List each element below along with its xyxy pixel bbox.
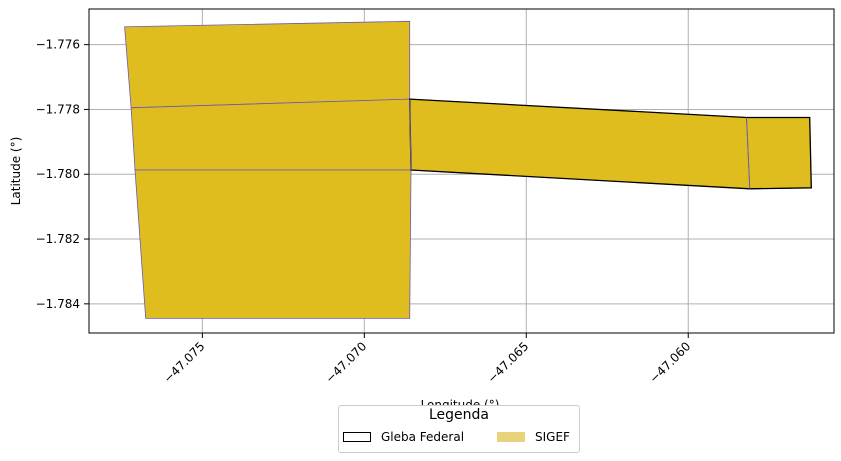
legend-swatch-sigef	[497, 432, 525, 442]
legend-swatch-gleba-federal	[343, 432, 371, 442]
y-tick-label-3: −1.782	[36, 232, 80, 246]
y-tick-label-1: −1.778	[36, 102, 80, 116]
legend-item-sigef: SIGEF	[497, 430, 570, 444]
gleba-inner-edge-1	[746, 117, 751, 189]
sigef-layer	[124, 20, 812, 319]
y-axis-label: Latitude (°)	[9, 137, 23, 206]
legend-item-gleba-federal: Gleba Federal	[343, 430, 464, 444]
gleba-inner-edge-0	[409, 99, 412, 171]
gleba-federal-layer	[409, 98, 812, 190]
x-tick-label-0: −47.075	[161, 339, 208, 386]
sigef-parcel-4	[746, 117, 812, 190]
sigef-parcel-0	[124, 20, 411, 109]
legend: Legenda Gleba Federal SIGEF	[338, 405, 580, 453]
y-tick-label-2: −1.780	[36, 167, 80, 181]
y-tick-label-0: −1.776	[36, 38, 80, 52]
x-tick-label-3: −47.060	[647, 339, 694, 386]
y-tick-label-4: −1.784	[36, 297, 80, 311]
axes-frame	[88, 8, 835, 334]
legend-label-sigef: SIGEF	[535, 430, 570, 444]
sigef-parcel-2	[134, 169, 412, 319]
x-tick-label-1: −47.070	[323, 339, 370, 386]
x-tick-label-2: −47.065	[485, 339, 532, 386]
legend-title: Legenda	[428, 407, 489, 423]
sigef-parcel-1	[130, 98, 412, 171]
legend-label-gleba-federal: Gleba Federal	[381, 430, 465, 444]
sigef-parcel-3	[409, 98, 751, 190]
